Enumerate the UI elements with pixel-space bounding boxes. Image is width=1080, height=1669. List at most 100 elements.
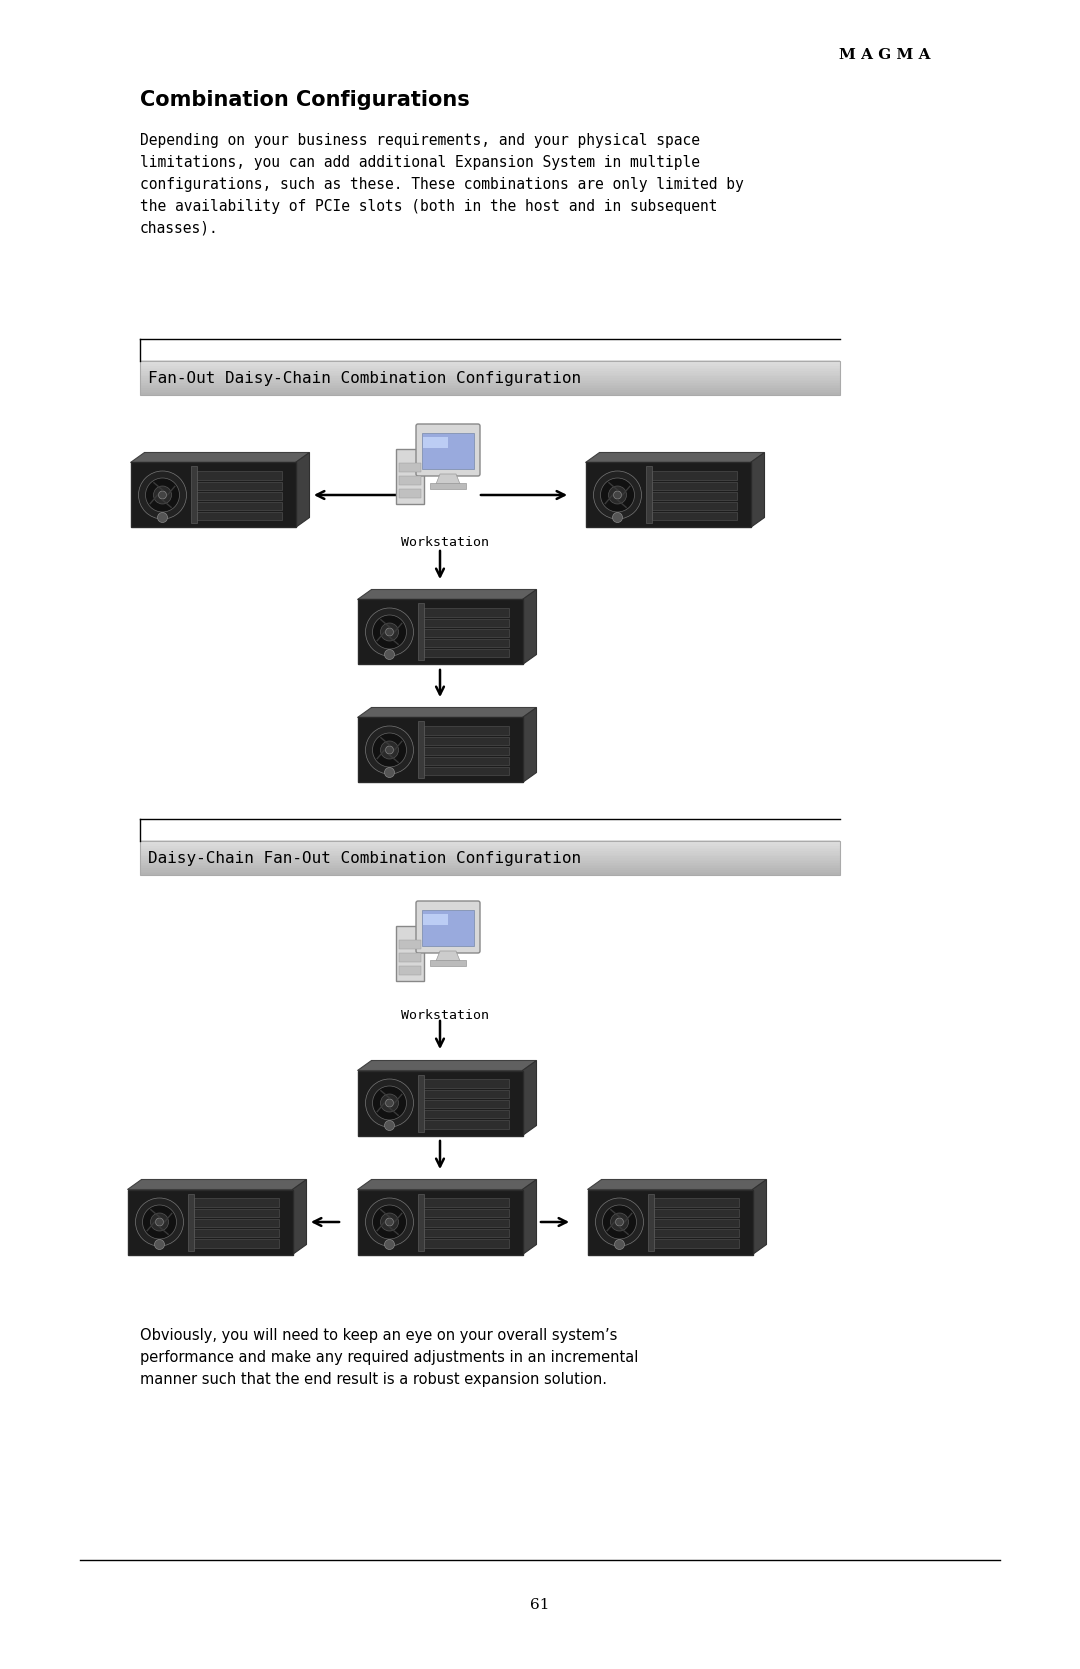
Bar (140, 853, 840, 855)
Circle shape (380, 1213, 399, 1232)
Bar (423, 629, 509, 638)
Circle shape (384, 1120, 394, 1130)
Circle shape (613, 491, 621, 499)
Bar (140, 372, 840, 374)
Bar (197, 492, 282, 501)
Bar (197, 472, 282, 479)
Bar (193, 1198, 279, 1207)
Polygon shape (751, 452, 765, 527)
Polygon shape (523, 708, 537, 783)
Bar (140, 865, 840, 866)
Bar (399, 953, 421, 963)
Bar (653, 1240, 739, 1247)
Circle shape (603, 1205, 636, 1238)
Circle shape (386, 746, 393, 754)
Bar (140, 382, 840, 386)
Bar (423, 1080, 509, 1088)
Polygon shape (523, 589, 537, 664)
Bar (588, 1190, 753, 1255)
Bar (140, 846, 840, 848)
Text: 61: 61 (530, 1597, 550, 1612)
Bar (396, 926, 424, 981)
Bar (651, 472, 737, 479)
Bar (140, 845, 840, 846)
Polygon shape (436, 474, 460, 484)
Circle shape (380, 623, 399, 641)
Bar (140, 366, 840, 367)
Circle shape (386, 1098, 393, 1107)
Polygon shape (127, 1180, 307, 1190)
Text: Workstation: Workstation (401, 1008, 489, 1021)
Polygon shape (585, 452, 765, 462)
Polygon shape (357, 1180, 537, 1190)
Bar (140, 841, 840, 843)
Circle shape (373, 614, 406, 649)
Bar (423, 1100, 509, 1108)
Text: the availability of PCIe slots (both in the host and in subsequent: the availability of PCIe slots (both in … (140, 199, 717, 214)
Bar (423, 1120, 509, 1128)
Bar (140, 863, 840, 865)
Circle shape (384, 649, 394, 659)
Bar (140, 386, 840, 389)
Bar (423, 1110, 509, 1118)
Bar (423, 1090, 509, 1098)
Bar (197, 502, 282, 511)
Text: M A G M A: M A G M A (839, 48, 931, 62)
Bar (418, 721, 423, 778)
Bar (131, 462, 296, 527)
Bar (140, 843, 840, 845)
Bar (140, 866, 840, 868)
Bar (193, 1240, 279, 1247)
Bar (423, 748, 509, 754)
Circle shape (158, 512, 167, 522)
Polygon shape (588, 1180, 767, 1190)
Circle shape (612, 512, 622, 522)
Circle shape (608, 486, 626, 504)
Bar (585, 462, 751, 527)
Circle shape (373, 1087, 406, 1120)
Bar (418, 604, 423, 661)
Bar (653, 1208, 739, 1217)
Bar (646, 467, 651, 524)
Bar (430, 960, 465, 966)
Bar (193, 1208, 279, 1217)
Bar (653, 1198, 739, 1207)
Circle shape (365, 1078, 414, 1127)
Bar (399, 477, 421, 486)
Bar (357, 718, 523, 783)
Bar (357, 599, 523, 664)
Bar (140, 850, 840, 851)
Bar (423, 758, 509, 766)
Bar (140, 870, 840, 871)
Circle shape (365, 608, 414, 656)
Bar (357, 1070, 523, 1135)
Circle shape (159, 491, 166, 499)
Circle shape (365, 726, 414, 774)
Circle shape (138, 471, 187, 519)
Bar (140, 851, 840, 853)
Circle shape (384, 768, 394, 778)
Bar (399, 489, 421, 499)
Circle shape (373, 1205, 406, 1238)
Bar (423, 726, 509, 734)
Text: chasses).: chasses). (140, 220, 219, 235)
Bar (651, 482, 737, 491)
Bar (423, 609, 509, 618)
Bar (190, 467, 197, 524)
Bar (653, 1218, 739, 1227)
Bar (193, 1218, 279, 1227)
Bar (423, 437, 448, 447)
Bar (418, 1193, 423, 1250)
Text: Fan-Out Daisy-Chain Combination Configuration: Fan-Out Daisy-Chain Combination Configur… (148, 372, 581, 387)
Polygon shape (357, 1060, 537, 1070)
Circle shape (600, 477, 635, 512)
Bar (423, 1208, 509, 1217)
Polygon shape (357, 589, 537, 599)
Text: manner such that the end result is a robust expansion solution.: manner such that the end result is a rob… (140, 1372, 607, 1387)
Bar (648, 1193, 653, 1250)
Circle shape (616, 1218, 623, 1227)
Bar (140, 379, 840, 382)
Bar (140, 369, 840, 371)
Polygon shape (523, 1060, 537, 1135)
Text: Combination Configurations: Combination Configurations (140, 90, 470, 110)
